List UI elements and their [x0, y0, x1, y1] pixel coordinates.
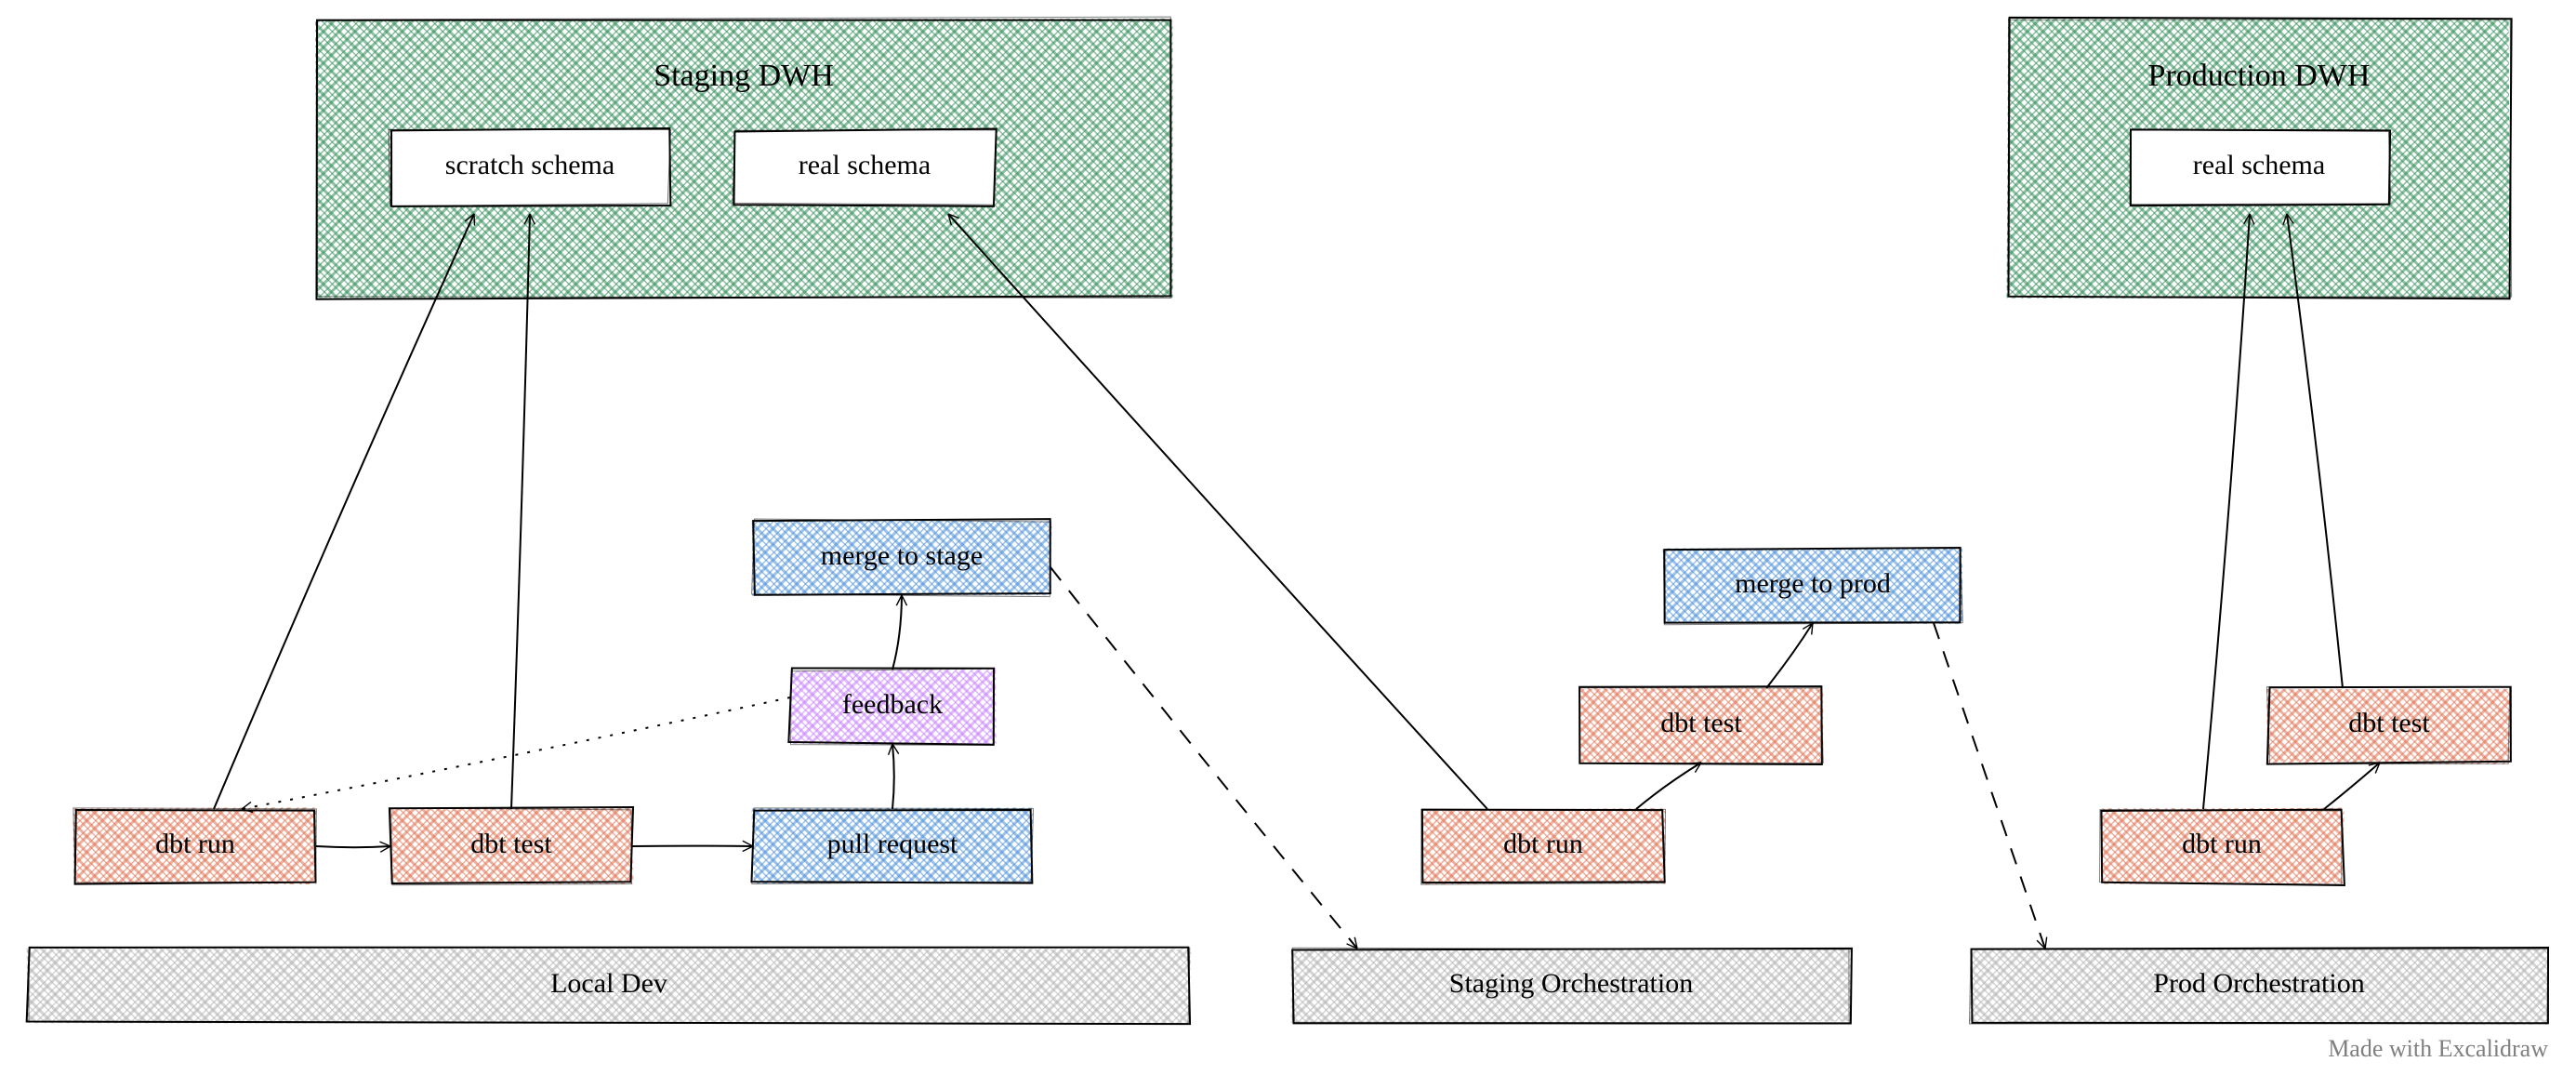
node-scratch_schema: scratch schema [389, 128, 670, 206]
node-dbt_run_local: dbt run [73, 807, 316, 884]
label-feedback: feedback [842, 689, 943, 720]
edge-dbt_test_local-to-scratch_schema [511, 214, 530, 809]
label-merge_prod: merge to prod [1735, 568, 1891, 599]
node-dbt_run_stg: dbt run [1420, 808, 1665, 884]
credit-text: Made with Excalidraw [2328, 1035, 2548, 1062]
label-scratch_schema: scratch schema [445, 150, 614, 180]
label-real_schema_prod: real schema [2193, 150, 2325, 180]
label-dbt_run_stg: dbt run [1503, 829, 1583, 859]
node-merge_prod: merge to prod [1662, 547, 1962, 624]
node-prod_orch_area: Prod Orchestration [1969, 948, 2549, 1025]
node-merge_stage: merge to stage [752, 519, 1052, 597]
node-dbt_test_prod: dbt test [2266, 687, 2512, 764]
node-dbt_run_prod: dbt run [2100, 807, 2345, 885]
edge-dbt_run_local-to-dbt_test_local [316, 846, 390, 847]
edge-feedback-to-merge_stage [892, 595, 902, 670]
label-prod_dwh: Production DWH [2148, 59, 2371, 93]
node-dbt_test_stg: dbt test [1579, 686, 1823, 764]
node-dbt_test_local: dbt test [389, 807, 634, 885]
node-pull_request: pull request [751, 807, 1033, 883]
label-prod_orch_area: Prod Orchestration [2153, 968, 2364, 999]
edge-dbt_test_stg-to-merge_prod [1766, 623, 1813, 688]
node-real_schema_stg: real schema [733, 128, 997, 206]
node-stg_orch_area: Staging Orchestration [1291, 948, 1852, 1023]
edge-dbt_run_prod-to-dbt_test_prod [2324, 763, 2380, 809]
label-stg_orch_area: Staging Orchestration [1449, 968, 1693, 999]
label-merge_stage: merge to stage [821, 540, 983, 571]
edge-feedback-to-dbt_run_local [242, 697, 790, 809]
label-staging_dwh: Staging DWH [654, 59, 834, 93]
edge-dbt_run_stg-to-real_schema_stg [948, 214, 1487, 809]
label-dbt_run_local: dbt run [155, 829, 235, 859]
edge-merge_prod-to-prod_orch_area [1934, 623, 2045, 949]
label-dbt_run_prod: dbt run [2182, 829, 2262, 859]
edge-dbt_run_local-to-scratch_schema [214, 214, 474, 809]
label-dbt_test_stg: dbt test [1660, 708, 1742, 738]
label-real_schema_stg: real schema [799, 150, 931, 180]
label-local_dev_area: Local Dev [550, 968, 667, 999]
label-pull_request: pull request [827, 829, 958, 859]
edge-dbt_run_prod-to-real_schema_prod [2203, 214, 2250, 809]
edge-dbt_run_stg-to-dbt_test_stg [1636, 763, 1701, 809]
edge-merge_stage-to-stg_orch_area [1050, 567, 1357, 949]
node-local_dev_area: Local Dev [27, 948, 1192, 1025]
node-feedback: feedback [788, 668, 996, 745]
node-real_schema_prod: real schema [2130, 129, 2391, 206]
label-dbt_test_local: dbt test [470, 829, 552, 859]
label-dbt_test_prod: dbt test [2348, 708, 2430, 738]
edge-pull_request-to-feedback [892, 744, 894, 809]
